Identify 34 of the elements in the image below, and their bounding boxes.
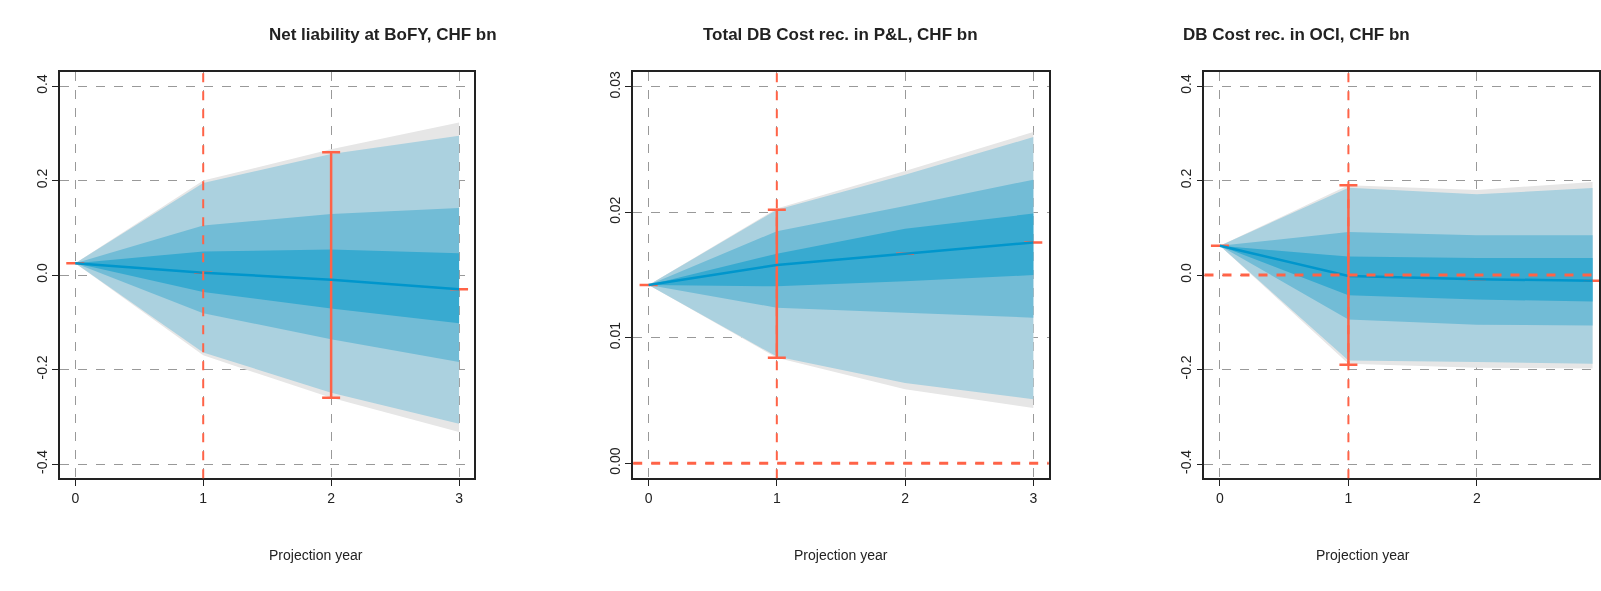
x-tick-label: 2 (327, 489, 336, 506)
x-tick-label: 3 (455, 489, 464, 506)
y-tick-label: 0.01 (606, 321, 623, 350)
x-tick-label: 0 (1216, 489, 1225, 506)
x-tick-label: 0 (71, 489, 80, 506)
y-tick-label: -0.4 (1178, 449, 1195, 474)
x-tick-label: 2 (901, 489, 910, 506)
x-axis-title: Projection year (1316, 547, 1410, 563)
x-tick-label: 1 (199, 489, 208, 506)
line-series (74, 261, 461, 291)
x-tick-label: 2 (1473, 489, 1482, 506)
y-tick-label: -0.2 (1178, 355, 1195, 380)
x-tick-label: 0 (644, 489, 653, 506)
y-tick-label: 0.00 (606, 447, 623, 475)
y-tick-label: 0.0 (1178, 263, 1195, 283)
y-tick-label: 0.2 (1178, 168, 1195, 189)
x-tick-label: 3 (1029, 489, 1038, 506)
y-tick-label: 0.2 (33, 168, 50, 189)
y-tick-label: 0.4 (1178, 74, 1195, 94)
y-tick-label: 0.4 (33, 74, 50, 94)
y-tick-label: -0.2 (33, 355, 50, 380)
line-series (647, 241, 1035, 287)
chart-title: DB Cost rec. in OCI, CHF bn (1183, 25, 1410, 44)
y-tick-label: 0.02 (606, 196, 623, 224)
y-tick-label: 0.0 (33, 263, 50, 283)
line-series (1218, 244, 1594, 282)
y-tick-label: 0.03 (606, 70, 623, 99)
x-axis-title: Projection year (794, 547, 888, 563)
x-axis-title: Projection year (269, 547, 363, 563)
x-tick-label: 1 (772, 489, 781, 506)
x-tick-label: 1 (1344, 489, 1353, 506)
chart-title: Net liability at BoFY, CHF bn (269, 25, 497, 44)
y-tick-label: -0.4 (33, 449, 50, 474)
chart-title: Total DB Cost rec. in P&L, CHF bn (703, 25, 978, 44)
